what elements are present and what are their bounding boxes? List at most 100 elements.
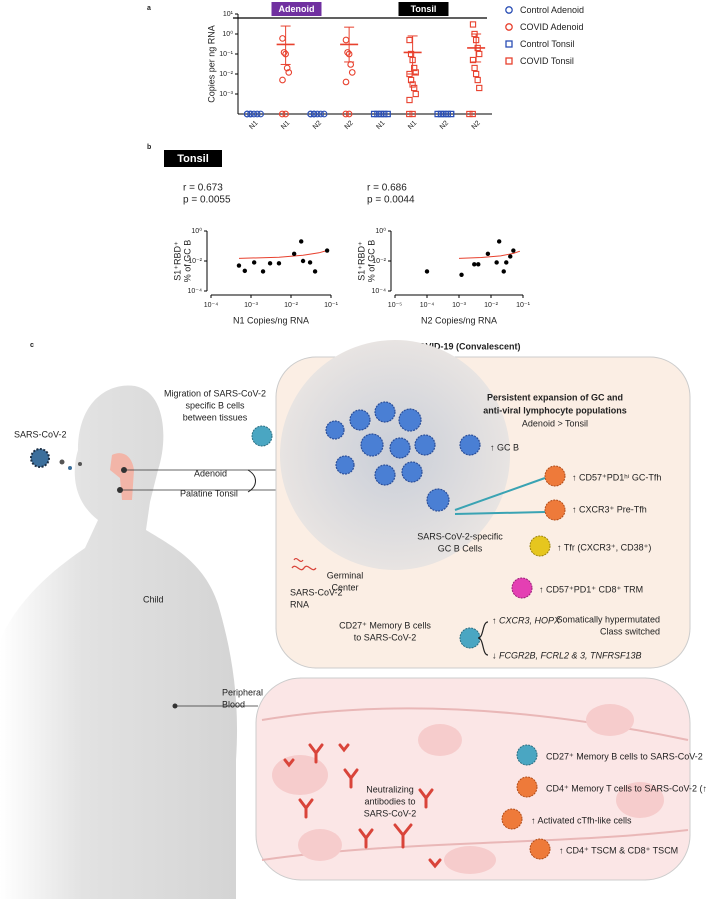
y-tick-label: 10⁻³ — [219, 91, 233, 98]
label: Persistent expansion of GC and — [487, 392, 623, 402]
label: Adenoid — [194, 468, 227, 478]
label: antibodies to — [364, 796, 415, 806]
point — [474, 76, 481, 84]
legend-label: COVID Adenoid — [520, 22, 584, 32]
point — [377, 110, 385, 118]
point — [253, 110, 261, 118]
point — [412, 90, 419, 98]
label: ↑ Tfr (CXCR3⁺, CD38⁺) — [557, 542, 651, 552]
annotation: p = 0.0055 — [183, 195, 231, 206]
panel-label: a — [147, 5, 151, 12]
t-cell — [544, 499, 566, 521]
gc-b-cells — [325, 401, 481, 512]
label: ↑ CXCR3, HOPX — [492, 615, 561, 625]
point — [280, 49, 288, 56]
label: Center — [331, 582, 358, 592]
label: CD27⁺ Memory B cells — [339, 620, 431, 630]
point — [459, 272, 464, 278]
x-tick-label: N2 — [312, 120, 323, 131]
point — [472, 70, 480, 78]
point — [345, 110, 353, 118]
b-cell — [251, 425, 273, 447]
label: SARS-CoV-2-specific — [417, 531, 503, 541]
fit-line — [238, 250, 328, 259]
t-cell — [516, 776, 538, 798]
y-tick-label: 10¹ — [223, 11, 234, 18]
point — [300, 258, 306, 264]
b-cell — [516, 744, 538, 766]
point — [243, 110, 251, 118]
legend-marker — [505, 40, 513, 48]
point — [278, 110, 286, 118]
y-tick-label: 10⁰ — [191, 227, 202, 235]
label: CD4⁺ Memory T cells to SARS-CoV-2 (↑ CXC… — [546, 783, 709, 793]
point — [406, 36, 413, 44]
label: ↓ FCGR2B, FCRL2 & 3, TNFRSF13B — [492, 650, 642, 660]
point — [282, 110, 289, 118]
x-tick-label: 10⁻¹ — [516, 302, 530, 309]
legend-marker — [505, 6, 513, 14]
point — [406, 96, 413, 104]
synapse — [454, 477, 546, 515]
brace — [477, 621, 489, 656]
label: SARS-CoV-2 — [364, 808, 417, 818]
y-tick-label: 10⁰ — [375, 227, 386, 235]
point — [469, 110, 476, 118]
point — [508, 254, 513, 259]
point — [247, 110, 254, 118]
label: between tissues — [183, 412, 248, 422]
point — [285, 69, 293, 76]
x-tick-label: N1 — [248, 120, 259, 131]
point — [250, 110, 258, 118]
point — [469, 21, 477, 28]
label: to SARS-CoV-2 — [354, 632, 417, 642]
point — [342, 36, 350, 44]
chart-title: Tonsil — [177, 153, 209, 165]
x-tick-label: N2 — [471, 120, 482, 131]
label: ↑ Activated cTfh-like cells — [531, 815, 632, 825]
label: Somatically hypermutated — [556, 614, 660, 624]
label: Child — [143, 594, 164, 604]
x-axis-label: N1 Copies/ng RNA — [233, 315, 309, 325]
virus — [30, 448, 50, 468]
y-tick-label: 10⁰ — [222, 30, 233, 38]
group-label: Adenoid — [279, 4, 315, 14]
point — [276, 261, 282, 266]
x-tick-label: 10⁻⁴ — [420, 302, 435, 309]
point — [437, 110, 445, 118]
panel-label: c — [30, 342, 34, 349]
red-cells — [272, 704, 664, 874]
x-tick-label: 10⁻³ — [452, 302, 466, 309]
point — [320, 110, 328, 118]
point — [236, 263, 242, 268]
point — [279, 76, 286, 84]
point — [411, 64, 418, 72]
point — [466, 110, 473, 118]
point — [370, 110, 378, 118]
title-box — [164, 150, 222, 167]
rna — [291, 558, 317, 571]
point — [447, 110, 455, 118]
label: Peripheral — [222, 687, 263, 697]
point — [242, 268, 248, 274]
x-tick-label: N1 — [375, 120, 386, 131]
section-title: Post-COVID-19 (Convalescent) — [389, 341, 520, 351]
point — [504, 260, 509, 265]
virus — [68, 466, 72, 470]
blood-box — [255, 677, 691, 881]
label: ↑ CD4⁺ TSCM & CD8⁺ TSCM — [559, 845, 678, 855]
point — [267, 261, 273, 266]
label: RNA — [290, 599, 309, 609]
y-axis-label: Copies per ng RNA — [206, 25, 216, 103]
label: ↑ CXCR3⁺ Pre-Tfh — [572, 504, 647, 514]
point — [412, 69, 419, 76]
label: Germinal — [327, 570, 364, 580]
x-tick-label: 10⁻³ — [244, 302, 258, 309]
point — [501, 269, 506, 274]
label: ↑ GC B — [490, 442, 519, 452]
b-cell — [459, 627, 481, 649]
x-tick-label: 10⁻¹ — [324, 302, 338, 309]
t-cell — [529, 535, 551, 557]
fit-line — [458, 250, 521, 259]
label: Blood — [222, 699, 245, 709]
